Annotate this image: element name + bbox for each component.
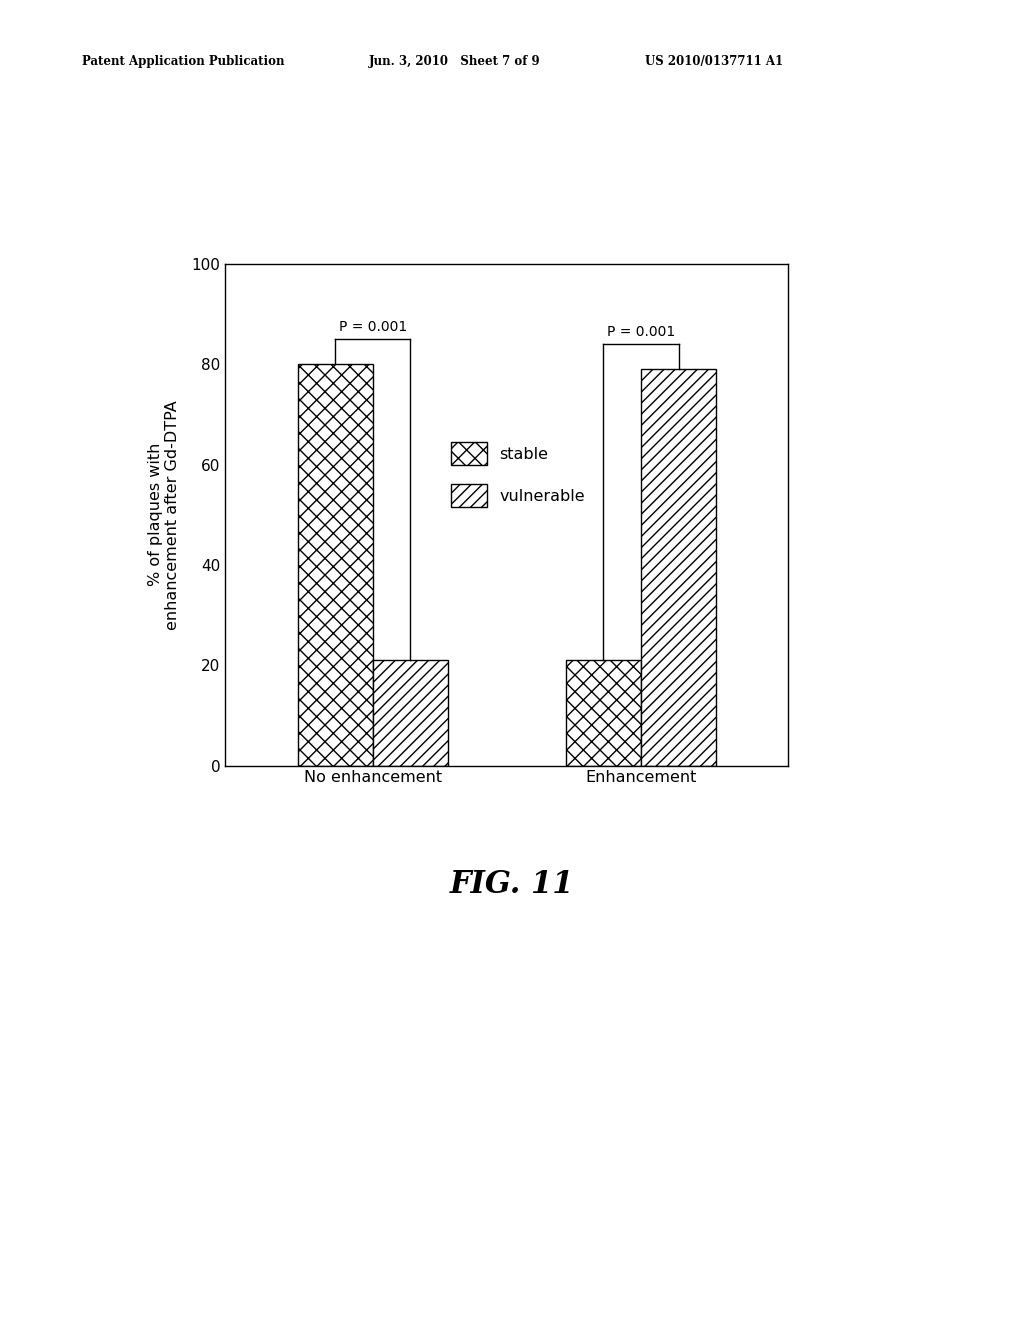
Bar (566, 660, 641, 766)
Text: P = 0.001: P = 0.001 (607, 325, 675, 339)
Y-axis label: % of plaques with
enhancement after Gd-DTPA: % of plaques with enhancement after Gd-D… (148, 400, 180, 630)
Text: FIG. 11: FIG. 11 (450, 869, 574, 900)
Text: P = 0.001: P = 0.001 (339, 321, 407, 334)
Bar (641, 370, 716, 766)
Text: US 2010/0137711 A1: US 2010/0137711 A1 (645, 55, 783, 69)
Text: Patent Application Publication: Patent Application Publication (82, 55, 285, 69)
Bar (298, 364, 373, 766)
Bar (373, 660, 447, 766)
Legend: stable, vulnerable: stable, vulnerable (443, 434, 593, 515)
Text: Jun. 3, 2010   Sheet 7 of 9: Jun. 3, 2010 Sheet 7 of 9 (369, 55, 541, 69)
